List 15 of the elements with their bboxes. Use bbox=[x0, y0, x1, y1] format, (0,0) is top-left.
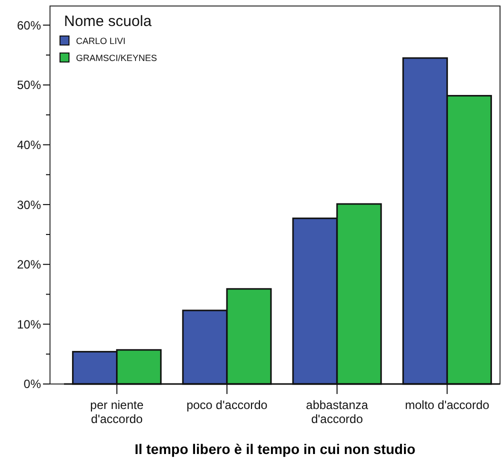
y-tick-label: 60% bbox=[16, 18, 42, 32]
legend-label: GRAMSCI/KEYNES bbox=[76, 53, 158, 63]
y-tick-label: 40% bbox=[16, 138, 42, 152]
x-tick-label: molto d'accordo bbox=[404, 398, 490, 412]
legend-label: CARLO LIVI bbox=[76, 36, 126, 46]
y-tick-label: 0% bbox=[24, 377, 42, 392]
y-tick-label: 30% bbox=[16, 198, 42, 212]
x-axis-title: Il tempo libero è il tempo in cui non studio bbox=[134, 441, 416, 457]
x-tick-label: abbastanza d'accordo bbox=[306, 398, 368, 426]
x-tick-label: poco d'accordo bbox=[186, 398, 268, 412]
y-tick-label: 20% bbox=[16, 258, 42, 272]
y-tick-label: 10% bbox=[16, 317, 42, 332]
y-tick-label: 50% bbox=[16, 78, 42, 92]
legend-title: Nome scuola bbox=[64, 13, 152, 30]
x-tick-label: per niente d'accordo bbox=[90, 398, 144, 426]
